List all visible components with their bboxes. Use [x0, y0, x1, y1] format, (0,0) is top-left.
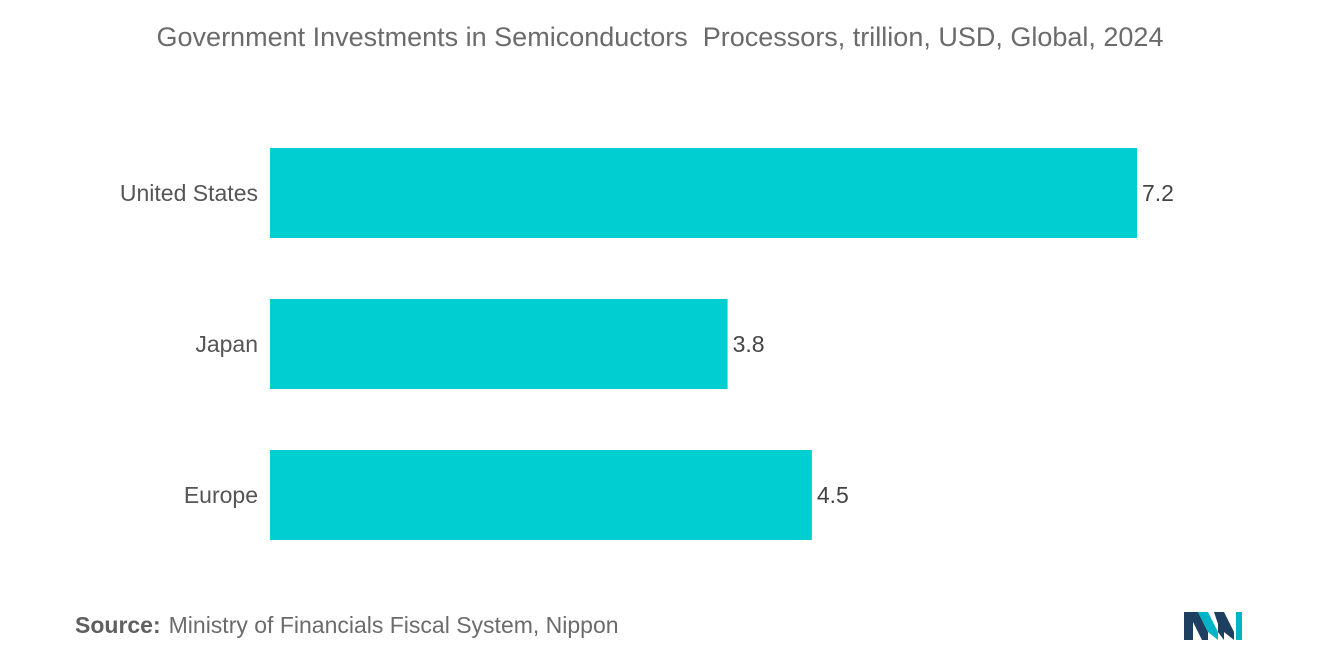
bar-chart: United States 7.2 Japan 3.8 Europe 4.5	[120, 148, 1174, 540]
data-label: 7.2	[1142, 180, 1174, 206]
category-label: Europe	[184, 482, 258, 508]
source-note: Source: Ministry of Financials Fiscal Sys…	[75, 612, 619, 639]
bar	[270, 299, 728, 389]
source-text: Ministry of Financials Fiscal System, Ni…	[168, 612, 619, 638]
bar	[270, 450, 812, 540]
data-label: 3.8	[733, 331, 765, 357]
source-label: Source:	[75, 612, 161, 638]
chart-title: Government Investments in Semiconductors…	[156, 22, 1164, 52]
mordor-intelligence-logo-icon	[1184, 612, 1242, 640]
data-label: 4.5	[817, 482, 849, 508]
bar	[270, 148, 1137, 238]
category-label: United States	[120, 180, 258, 206]
category-label: Japan	[195, 331, 258, 357]
